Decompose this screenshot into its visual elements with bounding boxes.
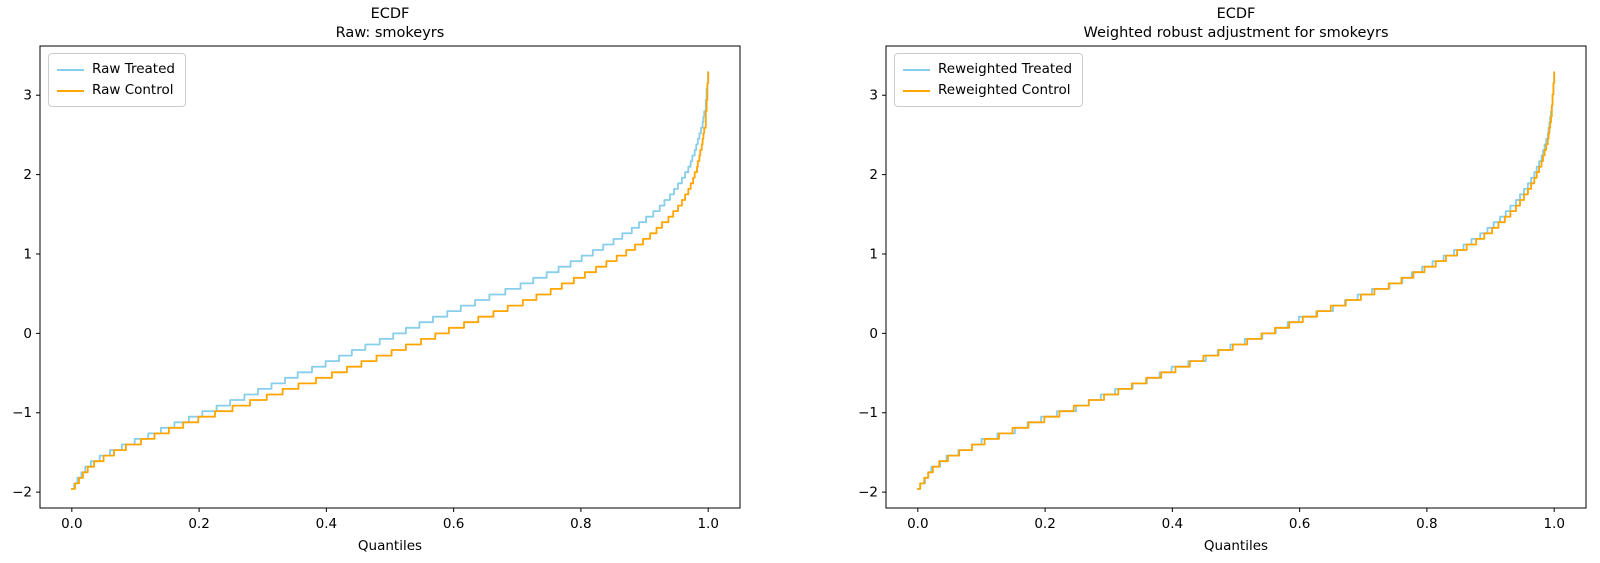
x-tick-label: 0.6 [1289,516,1310,532]
y-tick-label: 3 [869,88,878,104]
x-tick-label: 0.6 [443,516,464,532]
chart-title-raw-line2: Raw: smokeyrs [335,25,445,41]
y-tick-label: 2 [23,167,32,183]
y-tick-label: 1 [23,246,32,262]
axes-box [39,45,741,509]
x-axis-label: Quantiles [1204,538,1268,554]
subplot-0: 0.0 0.2 0.4 0.6 0.8 1.0 −2 −1 0 1 2 3 Quantiles [12,45,741,554]
x-tick-label: 0.4 [1162,516,1183,532]
legend-label-raw-treated: Raw Treated [92,61,175,77]
y-tick-label: −1 [858,405,878,421]
legend-label-reweighted-control: Reweighted Control [938,82,1071,98]
x-tick-label: 1.0 [697,516,718,532]
y-tick-label: 0 [23,326,32,342]
raw-control-line-sample-icon [57,89,84,92]
legend-label-reweighted-treated: Reweighted Treated [938,61,1073,77]
x-tick-label: 0.4 [316,516,337,532]
reweighted-control-line-sample-icon [903,89,930,92]
series-line-raw-control [70,71,710,490]
axes-box [885,45,1587,509]
raw-treated-line-sample-icon [57,68,84,71]
x-tick-label: 0.8 [1416,516,1437,532]
chart-title-weighted-line1: ECDF [1216,6,1256,22]
x-tick-label: 1.0 [1543,516,1564,532]
y-tick-label: −2 [12,485,32,501]
x-tick-label: 0.2 [1034,516,1055,532]
chart-title-weighted: ECDF Weighted robust adjustment for smok… [886,5,1586,43]
series-line-raw-treated [70,71,710,490]
x-tick-label: 0.8 [570,516,591,532]
chart-title-raw-line1: ECDF [370,6,410,22]
x-axis-label: Quantiles [358,538,422,554]
subplot-1: 0.0 0.2 0.4 0.6 0.8 1.0 −2 −1 0 1 2 3 Quantiles [858,45,1587,554]
legend-entry-reweighted-control: Reweighted Control [903,80,1072,101]
series-line-reweighted-control [916,71,1556,490]
legend-label-raw-control: Raw Control [92,82,174,98]
legend-entry-raw-control: Raw Control [57,80,175,101]
x-tick-label: 0.2 [188,516,209,532]
y-tick-label: −1 [12,405,32,421]
y-tick-label: 3 [23,88,32,104]
y-tick-label: 2 [869,167,878,183]
chart-title-weighted-line2: Weighted robust adjustment for smokeyrs [1083,25,1389,41]
y-tick-label: −2 [858,485,878,501]
x-tick-label: 0.0 [61,516,82,532]
chart-title-raw: ECDF Raw: smokeyrs [40,5,740,43]
legend-weighted: Reweighted Treated Reweighted Control [894,53,1084,107]
legend-raw: Raw Treated Raw Control [48,53,186,107]
legend-entry-raw-treated: Raw Treated [57,59,175,80]
y-tick-label: 0 [869,326,878,342]
reweighted-treated-line-sample-icon [903,68,930,71]
legend-entry-reweighted-treated: Reweighted Treated [903,59,1072,80]
y-tick-label: 1 [869,246,878,262]
x-tick-label: 0.0 [907,516,928,532]
